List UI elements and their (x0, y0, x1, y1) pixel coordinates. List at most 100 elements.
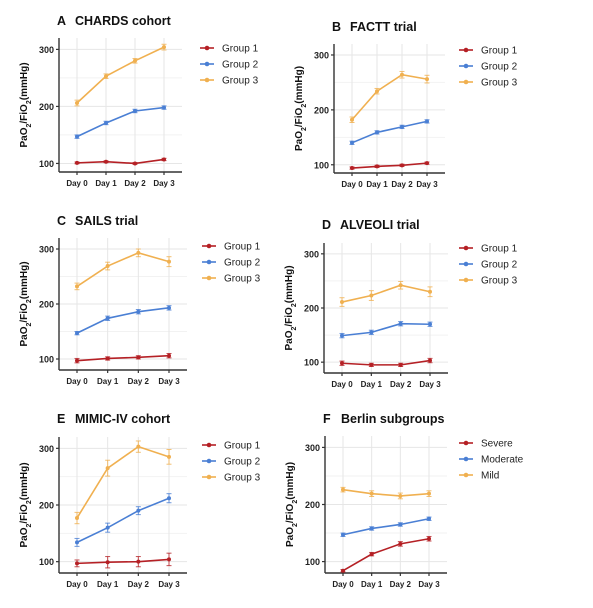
x-tick-label: Day 1 (97, 580, 119, 589)
data-point (104, 120, 108, 125)
data-point (136, 508, 141, 513)
panel-letter: E (57, 412, 65, 426)
data-point (136, 444, 141, 449)
data-point (398, 522, 403, 527)
legend-label: Severe (481, 439, 513, 450)
panel-title: SAILS trial (75, 214, 138, 228)
legend-swatch-point (463, 261, 469, 267)
y-axis-title: PaO2/FiO2(mmHg) (285, 462, 299, 547)
x-tick-label: Day 2 (128, 580, 150, 589)
panel-c: 100 200 300 Day 0 Day 1 Day 2 Day 3 PaO2/FiO2(m… (19, 214, 261, 386)
data-point (340, 300, 344, 305)
legend-swatch-point (463, 47, 469, 53)
y-tick-label: 300 (39, 245, 54, 255)
data-point (369, 552, 374, 557)
series-line (351, 162, 428, 169)
panel-title: ALVEOLI trial (340, 218, 420, 232)
x-tick-label: Day 3 (419, 380, 441, 389)
legend-swatch-point (463, 277, 469, 283)
legend-label: Group 2 (222, 60, 259, 71)
x-tick-label: Day 0 (66, 580, 88, 589)
data-point (167, 496, 171, 501)
legend-swatch-point (463, 79, 469, 85)
x-tick-label: Day 0 (66, 179, 88, 188)
data-point (398, 541, 403, 546)
data-point (400, 72, 404, 77)
data-point (75, 134, 79, 139)
data-point (75, 331, 79, 336)
data-point (167, 305, 171, 310)
data-point (75, 561, 79, 566)
legend-label: Group 2 (481, 62, 518, 73)
legend-swatch-point (463, 456, 469, 462)
x-tick-label: Day 2 (391, 180, 413, 189)
legend-swatch-point (206, 442, 212, 448)
y-tick-label: 300 (304, 249, 319, 259)
data-point (162, 45, 166, 50)
panel-title: MIMIC-IV cohort (75, 412, 171, 426)
series-line (342, 537, 430, 572)
x-tick-label: Day 1 (366, 180, 388, 189)
legend-swatch-point (463, 472, 469, 478)
panel-title: Berlin subgroups (341, 412, 445, 426)
y-axis-title: PaO2/FiO2(mmHg) (19, 462, 33, 547)
data-point (369, 330, 374, 335)
legend-label: Group 2 (224, 258, 261, 269)
series-line (342, 488, 430, 497)
series-line (76, 307, 170, 334)
x-tick-label: Day 1 (97, 377, 119, 386)
x-tick-label: Day 2 (390, 580, 412, 589)
panel-letter: C (57, 214, 66, 228)
data-point (375, 130, 379, 135)
data-point (104, 159, 108, 164)
data-point (104, 74, 108, 79)
y-axis-title: PaO2/FiO2(mmHg) (19, 62, 33, 147)
legend-label: Group 3 (224, 473, 261, 484)
data-point (341, 487, 345, 492)
data-point (428, 322, 432, 327)
data-point (105, 316, 110, 321)
series-line (76, 497, 170, 544)
legend-label: Group 3 (481, 78, 518, 89)
data-point (75, 101, 79, 106)
series-line (351, 120, 428, 144)
y-tick-label: 100 (304, 358, 319, 368)
legend-swatch-point (206, 259, 212, 265)
series-line (76, 252, 170, 288)
data-point (105, 356, 110, 361)
x-tick-label: Day 3 (418, 580, 440, 589)
data-point (350, 117, 354, 122)
legend-swatch-point (206, 275, 212, 281)
legend-swatch-point (463, 63, 469, 69)
data-point (340, 333, 344, 338)
data-point (341, 532, 345, 537)
data-point (75, 284, 79, 289)
panel-e: 100 200 300 Day 0 Day 1 Day 2 Day 3 PaO2/FiO2(m… (19, 412, 261, 589)
y-axis-title: PaO2/FiO2(mmHg) (284, 265, 298, 350)
data-point (369, 362, 374, 367)
data-point (350, 166, 354, 171)
x-tick-label: Day 1 (361, 380, 383, 389)
x-tick-label: Day 3 (158, 377, 180, 386)
x-tick-label: Day 1 (361, 580, 383, 589)
series-line (76, 106, 165, 138)
y-tick-label: 100 (39, 355, 54, 365)
series-line (76, 354, 170, 362)
y-tick-label: 300 (39, 444, 54, 454)
data-point (136, 559, 141, 564)
legend-label: Mild (481, 471, 499, 482)
data-point (162, 105, 166, 110)
data-point (341, 568, 345, 573)
data-point (398, 321, 403, 326)
y-tick-label: 100 (305, 557, 320, 567)
series-line (341, 359, 431, 366)
data-point (425, 161, 429, 166)
series-line (342, 517, 430, 536)
x-tick-label: Day 0 (331, 380, 353, 389)
series-line (76, 158, 165, 165)
x-tick-label: Day 1 (95, 179, 117, 188)
legend-label: Group 1 (481, 46, 518, 57)
data-point (427, 516, 431, 521)
